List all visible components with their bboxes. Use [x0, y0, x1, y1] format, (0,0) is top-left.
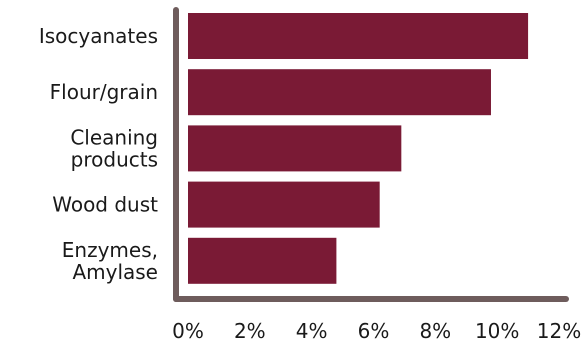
category-label-line: products: [71, 147, 158, 171]
x-tick-label-0: 0%: [172, 319, 204, 342]
category-label-line: Amylase: [72, 260, 158, 284]
x-tick-label-1: 2%: [234, 319, 266, 342]
category-label-line: Flour/grain: [50, 80, 158, 104]
category-labels-layer: Isocyanates Flour/grain Cleaning products Wo…: [39, 24, 158, 284]
tick-labels-layer: 0% 2% 4% 6% 8% 10% 12%: [172, 319, 581, 343]
category-label-line: Enzymes,: [62, 238, 158, 262]
bar-1: [188, 69, 491, 116]
category-label-0: Isocyanates: [39, 24, 158, 48]
axis-layer: [173, 7, 569, 302]
category-label-line: Wood dust: [52, 193, 158, 217]
x-tick-label-3: 6%: [358, 319, 390, 342]
x-tick-label-2: 4%: [296, 319, 328, 342]
category-label-4: Enzymes, Amylase: [62, 238, 158, 284]
x-tick-label-6: 12%: [537, 319, 581, 342]
bar-2: [188, 125, 402, 172]
category-label-1: Flour/grain: [50, 80, 158, 104]
category-label-line: Isocyanates: [39, 24, 158, 48]
bar-0: [188, 13, 529, 59]
category-label-3: Wood dust: [52, 193, 158, 217]
bar-3: [188, 181, 380, 228]
x-tick-label-5: 10%: [475, 319, 519, 342]
x-tick-label-4: 8%: [419, 319, 451, 342]
category-label-2: Cleaning products: [70, 125, 158, 171]
bars-layer: [188, 13, 529, 284]
bar-4: [188, 237, 337, 284]
category-label-line: Cleaning: [70, 125, 158, 149]
